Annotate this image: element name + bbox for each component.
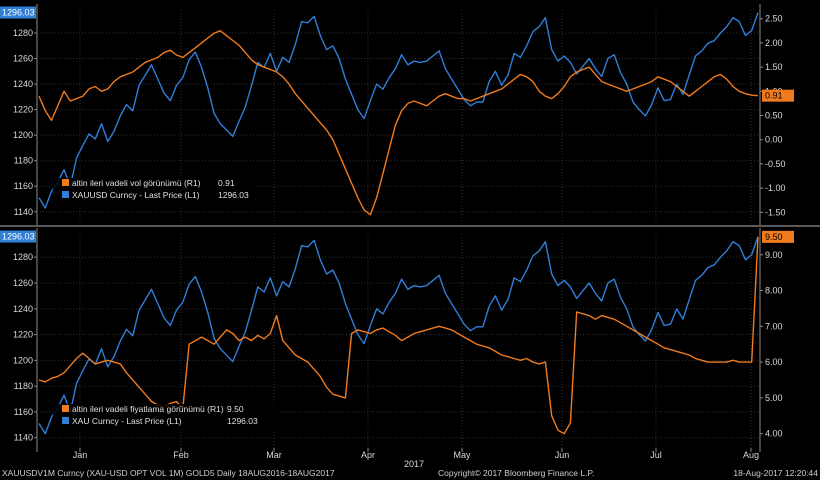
- right-tick-label: -1.50: [765, 207, 786, 217]
- right-tick-label: 7.00: [765, 321, 783, 331]
- right-tick-label: 8.00: [765, 286, 783, 296]
- right-tick-label: 4.00: [765, 429, 783, 439]
- right-tick-label: 1.50: [765, 62, 783, 72]
- legend-swatch: [62, 417, 69, 424]
- left-tick-label: 1220: [13, 105, 33, 115]
- right-tick-label: 0.00: [765, 135, 783, 145]
- right-tick-label: 0.50: [765, 111, 783, 121]
- right-last-value-badge: [762, 89, 794, 102]
- left-tick-label: 1280: [13, 28, 33, 38]
- x-tick-label: Aug: [743, 450, 759, 460]
- left-tick-label: 1160: [14, 407, 33, 417]
- x-tick-label: Feb: [173, 450, 189, 460]
- left-tick-label: 1280: [13, 252, 33, 262]
- right-tick-label: 5.00: [765, 393, 783, 403]
- bottom-panel: 1140 1160 1180 1200 1220 1240 1260 1280 4.00 5.00…: [0, 228, 794, 469]
- left-tick-label: 1140: [14, 433, 33, 443]
- x-tick-label: Mar: [266, 450, 282, 460]
- left-last-value-text: 1296.03: [2, 8, 35, 18]
- legend-swatch: [62, 191, 69, 198]
- left-tick-label: 1200: [13, 130, 33, 140]
- right-tick-label: 2.50: [765, 14, 783, 24]
- left-tick-label: 1180: [14, 156, 33, 166]
- legend-label: XAUUSD Curncy - Last Price (L1): [72, 190, 200, 200]
- legend-label: XAU Curncy - Last Price (L1): [72, 416, 182, 426]
- x-tick-label: Jun: [555, 450, 570, 460]
- x-tick-label: May: [453, 450, 471, 460]
- left-last-value-badge: [0, 6, 36, 19]
- footer-left: XAUUSDV1M Curncy (XAU-USD OPT VOL 1M) GO…: [2, 468, 335, 478]
- legend-value: 1296.03: [218, 190, 249, 200]
- footer-center: Copyright© 2017 Bloomberg Finance L.P.: [438, 468, 595, 478]
- legend-label: altin ileri vadeli fiyatlama görünümü (R…: [72, 404, 224, 414]
- x-tick-label: Apr: [361, 450, 375, 460]
- left-tick-label: 1180: [14, 381, 33, 391]
- x-tick-label: Jul: [650, 450, 662, 460]
- price-series-line: [38, 12, 759, 209]
- left-last-value-badge: [0, 230, 36, 243]
- legend-value: 9.50: [227, 404, 244, 414]
- legend-swatch: [62, 179, 69, 186]
- left-tick-label: 1260: [13, 278, 33, 288]
- right-last-value-text: 9.50: [765, 232, 783, 242]
- legend-box: [53, 178, 253, 206]
- left-tick-label: 1240: [13, 304, 33, 314]
- right-tick-label: -0.50: [765, 159, 786, 169]
- left-last-value-text: 1296.03: [2, 232, 35, 242]
- right-last-value-text: 0.91: [765, 91, 783, 101]
- legend-value: 1296.03: [227, 416, 258, 426]
- right-tick-label: 9.00: [765, 250, 783, 260]
- left-tick-label: 1140: [14, 207, 33, 217]
- left-tick-label: 1200: [13, 355, 33, 365]
- right-tick-label: 2.00: [765, 38, 783, 48]
- x-year-label: 2017: [404, 459, 424, 469]
- right-last-value-badge: [762, 230, 794, 243]
- legend-swatch: [62, 405, 69, 412]
- x-tick-label: Jan: [73, 450, 88, 460]
- top-panel: 1140 1160 1180 1200 1220 1240 1260 1280 -1.50 -1.…: [0, 4, 794, 226]
- left-tick-label: 1260: [13, 54, 33, 64]
- right-tick-label: -1.00: [765, 183, 786, 193]
- left-tick-label: 1220: [13, 330, 33, 340]
- legend-value: 0.91: [218, 178, 235, 188]
- left-tick-label: 1160: [14, 181, 33, 191]
- legend-box: [53, 404, 279, 432]
- indicator-series-line: [38, 30, 759, 216]
- right-tick-label: 6.00: [765, 357, 783, 367]
- left-tick-label: 1240: [13, 79, 33, 89]
- legend-label: altin ileri vadeli vol görünümü (R1): [72, 178, 201, 188]
- footer-right: 18-Aug-2017 12:20:44: [733, 468, 818, 478]
